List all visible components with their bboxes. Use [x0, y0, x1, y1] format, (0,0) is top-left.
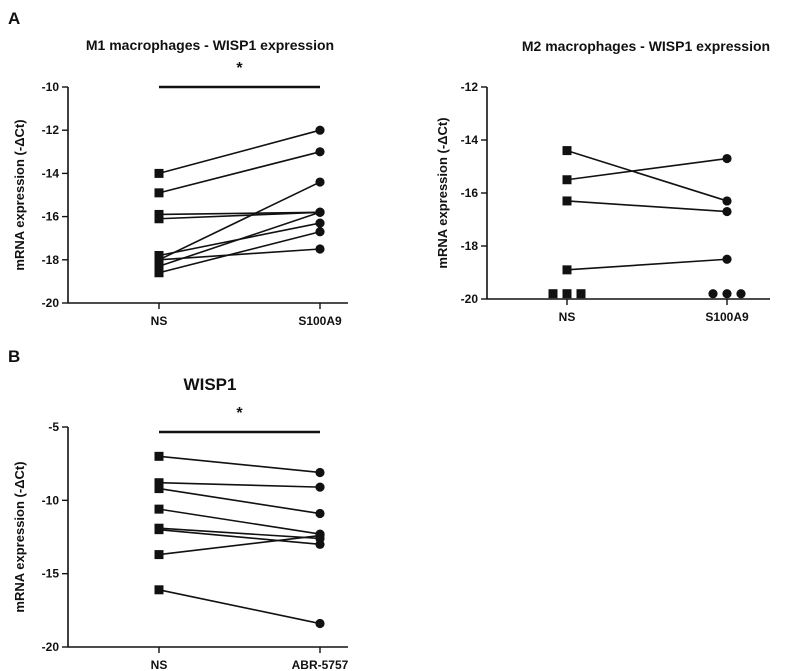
y-tick-label: -18: [461, 239, 479, 253]
significance-star: *: [236, 405, 243, 422]
data-point-square: [154, 504, 164, 514]
data-point-square: [154, 168, 164, 178]
paired-line: [566, 258, 728, 271]
data-point-square: [154, 268, 164, 278]
data-point-square: [154, 484, 164, 494]
data-point-square: [562, 289, 572, 299]
y-tick-label: -15: [42, 567, 60, 581]
paired-line: [158, 129, 321, 175]
data-point-square: [154, 188, 164, 198]
panel-label-a: A: [8, 9, 20, 28]
data-point-circle: [722, 206, 732, 217]
paired-line: [158, 151, 321, 194]
paired-line: [158, 481, 321, 488]
data-point-circle: [315, 177, 325, 187]
data-point-circle: [315, 125, 325, 135]
y-tick-label: -14: [461, 133, 479, 147]
chart-title: M1 macrophages - WISP1 expression: [86, 37, 334, 53]
y-tick-label: -20: [42, 296, 60, 310]
data-point-circle: [722, 196, 732, 206]
chart-title: WISP1: [184, 375, 237, 394]
chart-m1-macrophages: -10 -12 -14 -16 -18 -20 NS S100A9 M1 macrophages…: [12, 37, 348, 328]
x-tick-label: NS: [151, 658, 168, 671]
y-tick-label: -10: [42, 493, 60, 507]
data-point-square: [154, 255, 164, 265]
chart-wisp1-abr5757: -5 -10 -15 -20 NS ABR-5757 WISP1 mRNA expressio…: [12, 375, 349, 671]
paired-line: [158, 528, 321, 546]
data-point-square: [154, 261, 164, 271]
paired-line: [158, 181, 321, 261]
data-point-square: [576, 289, 586, 299]
paired-line: [158, 487, 321, 515]
y-tick-label: -12: [461, 80, 479, 94]
y-axis-label: mRNA expression (-ΔCt): [12, 461, 27, 612]
data-point-circle: [315, 218, 325, 228]
chart-m2-macrophages: -12 -14 -16 -18 -20 NS S100A9 M2 macrophages - …: [435, 38, 770, 324]
paired-line: [158, 527, 321, 540]
data-point-circle: [722, 289, 732, 299]
data-point-circle: [315, 207, 325, 217]
paired-line: [158, 589, 321, 625]
x-tick-label: S100A9: [298, 314, 342, 328]
data-point-circle: [315, 244, 325, 254]
data-point-square: [562, 146, 572, 156]
x-tick-label: NS: [559, 310, 576, 324]
y-tick-label: -12: [42, 123, 60, 137]
data-point-square: [548, 289, 558, 299]
y-tick-label: -16: [461, 186, 479, 200]
data-point-square: [154, 550, 164, 560]
data-point-circle: [315, 618, 325, 629]
y-axis-label: mRNA expression (-ΔCt): [435, 117, 450, 268]
significance-star: *: [236, 60, 243, 77]
y-tick-label: -5: [48, 420, 59, 434]
data-point-circle: [315, 530, 325, 541]
chart-title: M2 macrophages - WISP1 expression: [522, 38, 770, 54]
paired-line: [566, 200, 728, 213]
paired-line: [158, 211, 321, 220]
data-point-circle: [315, 467, 325, 478]
y-tick-label: -20: [461, 292, 479, 306]
paired-line: [566, 149, 728, 202]
data-point-circle: [722, 153, 732, 164]
y-axis-label: mRNA expression (-ΔCt): [12, 119, 27, 270]
paired-line: [158, 508, 321, 535]
data-point-circle: [315, 539, 325, 549]
paired-line: [158, 455, 321, 474]
paired-line: [158, 534, 321, 556]
x-tick-label: S100A9: [705, 310, 749, 324]
y-tick-label: -18: [42, 253, 60, 267]
paired-line: [158, 230, 321, 274]
data-point-square: [154, 214, 164, 224]
data-point-circle: [315, 147, 325, 157]
paired-line: [566, 157, 728, 181]
data-point-square: [154, 585, 164, 595]
panel-label-b: B: [8, 347, 20, 366]
data-point-circle: [315, 482, 325, 492]
data-point-square: [562, 196, 572, 206]
x-tick-label: ABR-5757: [292, 658, 349, 671]
data-point-circle: [708, 289, 718, 299]
data-point-square: [154, 451, 164, 461]
y-tick-label: -14: [42, 166, 60, 180]
data-point-square: [562, 265, 572, 275]
paired-line: [158, 248, 321, 261]
data-point-square: [154, 525, 164, 535]
y-tick-label: -10: [42, 80, 60, 94]
data-point-square: [154, 478, 164, 488]
x-tick-label: NS: [151, 314, 168, 328]
data-point-circle: [315, 508, 325, 519]
data-point-circle: [315, 227, 325, 237]
y-tick-label: -16: [42, 210, 60, 224]
y-tick-label: -20: [42, 640, 60, 654]
data-point-circle: [736, 289, 746, 299]
data-point-circle: [722, 254, 732, 264]
data-point-square: [562, 175, 572, 185]
